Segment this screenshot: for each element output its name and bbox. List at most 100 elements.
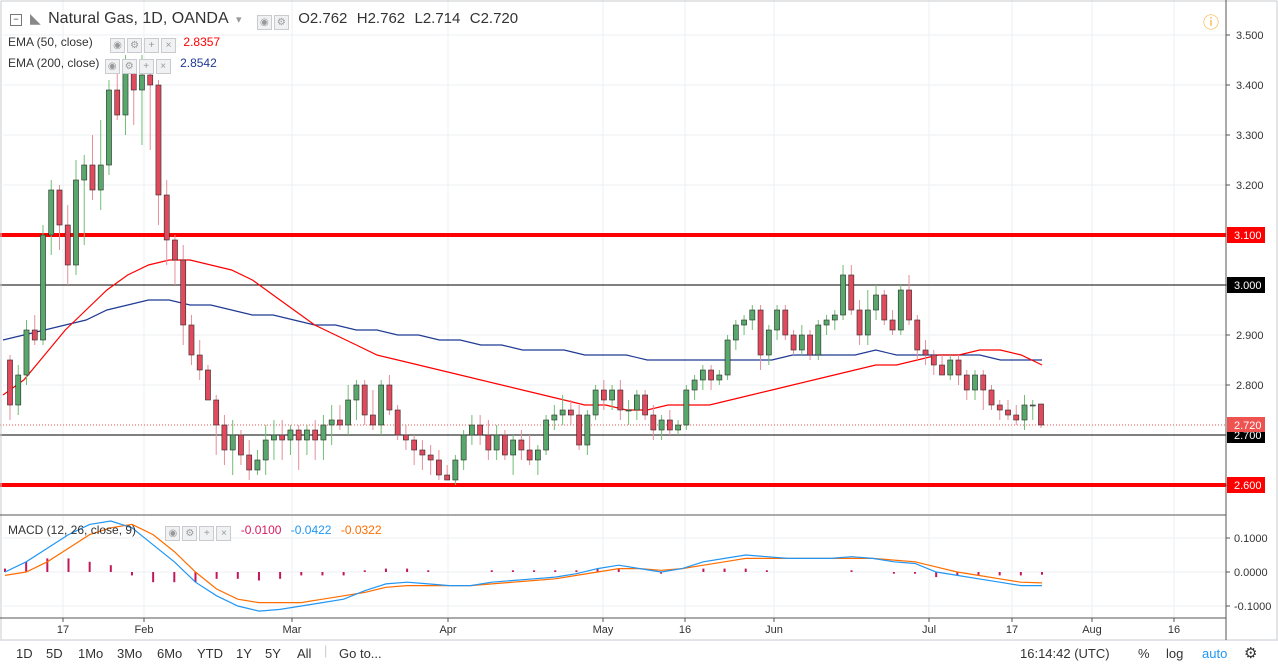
candle-body-20 [172,239,178,261]
ohlc-high-value: 2.762 [367,10,406,27]
candle-body-10 [89,164,96,191]
macd-settings-icon[interactable]: ⚙ [182,526,198,541]
candle-body-50 [419,449,426,456]
candle-body-40 [337,419,343,426]
candle-body-120 [996,404,1003,411]
candle-body-2 [23,329,30,376]
candle-body-68 [568,409,574,416]
candle-body-85 [708,369,714,381]
macd-eye-icon[interactable]: ◉ [165,526,181,541]
chart-settings-icon[interactable]: ⚙ [1244,645,1258,662]
candle-body-105 [873,294,879,311]
candle-body-8 [73,179,79,266]
ema50-eye-icon[interactable]: ◉ [110,38,126,53]
horizontal-levels [0,233,1226,487]
candle-body-90 [749,309,756,321]
goto-button[interactable]: Go to... [339,646,382,661]
price-tick-label-3: 3.200 [1236,180,1264,192]
ohlc-low-value: 2.714 [422,10,461,27]
candle-body-24 [205,369,211,401]
candle-body-23 [196,354,203,371]
symbol-legend: ◣ Natural Gas, 1D, OANDA ▾ ◉ ⚙ O2.762 H2.… [30,10,524,30]
macd-tick-label-2: -0.1000 [1234,601,1271,613]
range-1d-button[interactable]: 1D [16,646,33,661]
percent-toggle[interactable]: % [1138,646,1150,661]
date-tick-label-2: Mar [283,624,302,636]
chart-area[interactable]: 3.500 3.400 3.300 3.200 3.000 2.900 2.800 2.600… [0,0,1278,640]
candle-body-51 [427,454,434,461]
candle-body-66 [551,414,558,421]
ema200-close-icon[interactable]: × [155,59,171,74]
candle-body-22 [188,324,195,356]
price-tick-label-2: 3.300 [1236,130,1264,142]
candle-body-12 [106,89,112,166]
candle-body-100 [831,314,838,321]
candle-body-3 [31,329,38,341]
macd-close-icon[interactable]: × [216,526,232,541]
range-6mo-button[interactable]: 6Mo [157,646,183,661]
range-5y-button[interactable]: 5Y [265,646,281,661]
log-toggle[interactable]: log [1166,646,1184,661]
candle-body-84 [699,369,706,381]
range-5d-button[interactable]: 5D [46,646,63,661]
ema50-add-icon[interactable]: + [144,38,160,53]
ema200-settings-icon[interactable]: ⚙ [121,59,137,74]
settings-icon[interactable]: ⚙ [273,15,289,30]
macd-label[interactable]: MACD (12, 26, close, 9) [8,523,137,537]
range-ytd-button[interactable]: YTD [197,646,223,661]
candle-body-92 [765,329,772,356]
macd-add-icon[interactable]: + [199,526,215,541]
level-label-bg-3 [1227,477,1265,493]
ema50-close-icon[interactable]: × [161,38,177,53]
candle-body-69 [576,414,582,446]
candle-body-70 [584,414,591,446]
range-3mo-button[interactable]: 3Mo [117,646,143,661]
macd-line [4,520,1042,612]
level-label-bg-0 [1227,227,1265,243]
date-tick-label-6: Jun [765,624,783,636]
range-1y-button[interactable]: 1Y [236,646,252,661]
candle-body-58 [485,434,492,451]
candle-body-80 [666,419,673,431]
range-1mo-button[interactable]: 1Mo [78,646,104,661]
ema50-legend: EMA (50, close) ◉ ⚙ + × 2.8357 [8,35,220,53]
ema200-eye-icon[interactable]: ◉ [104,59,120,74]
candle-body-59 [493,434,500,451]
candle-body-96 [798,334,805,351]
candle-body-56 [469,424,475,436]
eye-icon[interactable]: ◉ [256,15,272,30]
symbol-dropdown-icon[interactable]: ▾ [235,14,242,26]
candle-body-111 [922,349,929,356]
candle-body-93 [774,309,780,331]
candle-body-119 [988,389,995,406]
candle-body-89 [741,319,747,326]
ema200-label[interactable]: EMA (200, close) [8,56,100,70]
ema50-settings-icon[interactable]: ⚙ [127,38,143,53]
ema200-value: 2.8542 [180,56,217,70]
macd-tick-label-1: 0.0000 [1234,567,1268,579]
ema50-label[interactable]: EMA (50, close) [8,35,93,49]
alert-icon[interactable]: ⓘ [1203,15,1220,32]
auto-toggle[interactable]: auto [1202,646,1228,661]
candle-body-43 [361,384,368,416]
candle-body-75 [625,409,632,412]
candle-body-76 [633,394,640,411]
price-tick-label-0: 3.500 [1236,30,1264,42]
ohlc-high-key: H [356,10,368,27]
ema200-add-icon[interactable]: + [138,59,154,74]
candle-body-106 [881,294,888,321]
candle-body-26 [221,424,228,451]
level-label-2: 2.700 [1234,430,1262,442]
candle-body-94 [782,309,789,336]
symbol-title[interactable]: Natural Gas, 1D, OANDA [48,10,229,27]
candle-body-57 [477,424,483,436]
candle-body-116 [963,374,970,391]
last-price-label: 2.720 [1234,420,1262,432]
range-all-button[interactable]: All [297,646,312,661]
candle-body-65 [543,419,549,451]
collapse-legend-icon[interactable]: − [10,14,22,26]
candle-body-9 [81,164,88,181]
candle-body-39 [328,419,335,426]
candle-body-27 [229,434,236,451]
candle-body-64 [535,449,541,461]
